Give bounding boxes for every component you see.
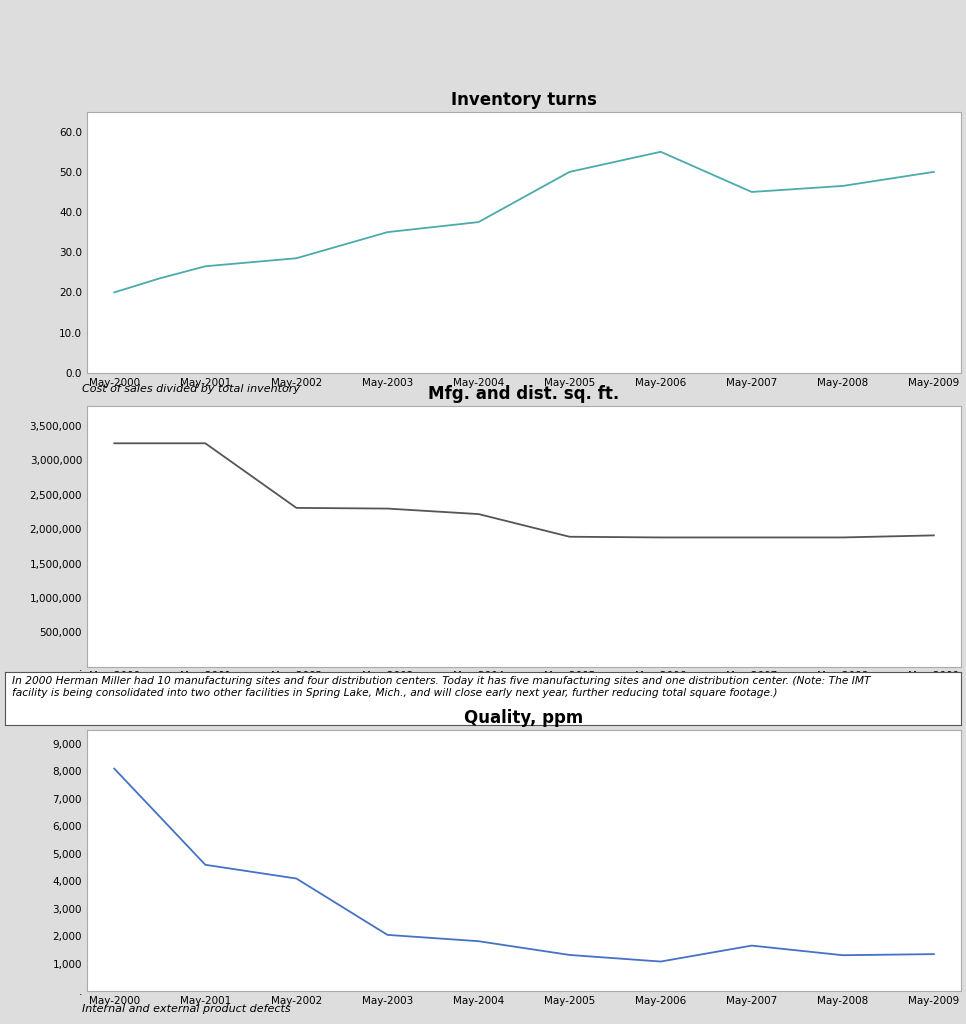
Text: Cost of sales divided by total inventory: Cost of sales divided by total inventory <box>82 384 299 394</box>
Title: Inventory turns: Inventory turns <box>451 91 597 109</box>
Title: Mfg. and dist. sq. ft.: Mfg. and dist. sq. ft. <box>429 385 619 402</box>
Text: In 2000 Herman Miller had 10 manufacturing sites and four distribution centers. : In 2000 Herman Miller had 10 manufacturi… <box>13 676 871 697</box>
Title: Quality, ppm: Quality, ppm <box>465 710 583 727</box>
Text: Internal and external product defects: Internal and external product defects <box>82 1005 291 1014</box>
